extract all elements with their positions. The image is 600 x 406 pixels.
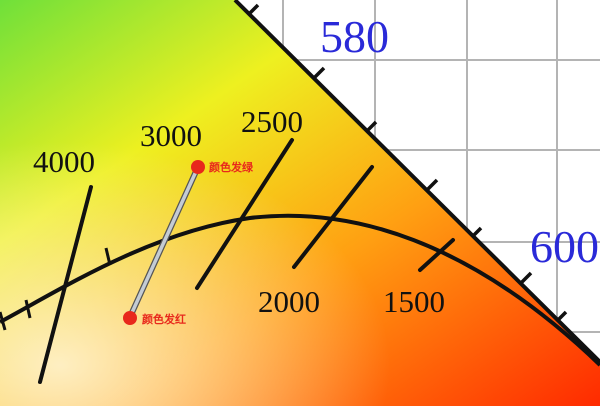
planckian-locus (0, 213, 600, 367)
wavelength-600: 600 (530, 221, 599, 272)
isotherm-4000 (38, 185, 93, 384)
isotherm-1500 (418, 238, 455, 272)
label-4000: 4000 (33, 144, 95, 179)
label-2500: 2500 (241, 104, 303, 139)
spectral-locus-boundary (233, 0, 600, 364)
red-shift-dot (123, 311, 137, 325)
boundary-ticks (247, 3, 568, 322)
grid (282, 0, 600, 333)
isotherm-2500 (195, 138, 294, 290)
green-shift-label: 颜色发绿 (209, 160, 254, 174)
locus-ticks (0, 247, 112, 331)
isotherm-lines (38, 138, 455, 384)
isotherm-2000 (292, 165, 374, 269)
label-1500: 1500 (383, 284, 445, 319)
red-shift-label: 颜色发红 (142, 312, 186, 326)
green-shift-dot (191, 160, 205, 174)
label-2000: 2000 (258, 284, 320, 319)
wavelength-580: 580 (320, 11, 389, 62)
label-3000: 3000 (140, 118, 202, 153)
